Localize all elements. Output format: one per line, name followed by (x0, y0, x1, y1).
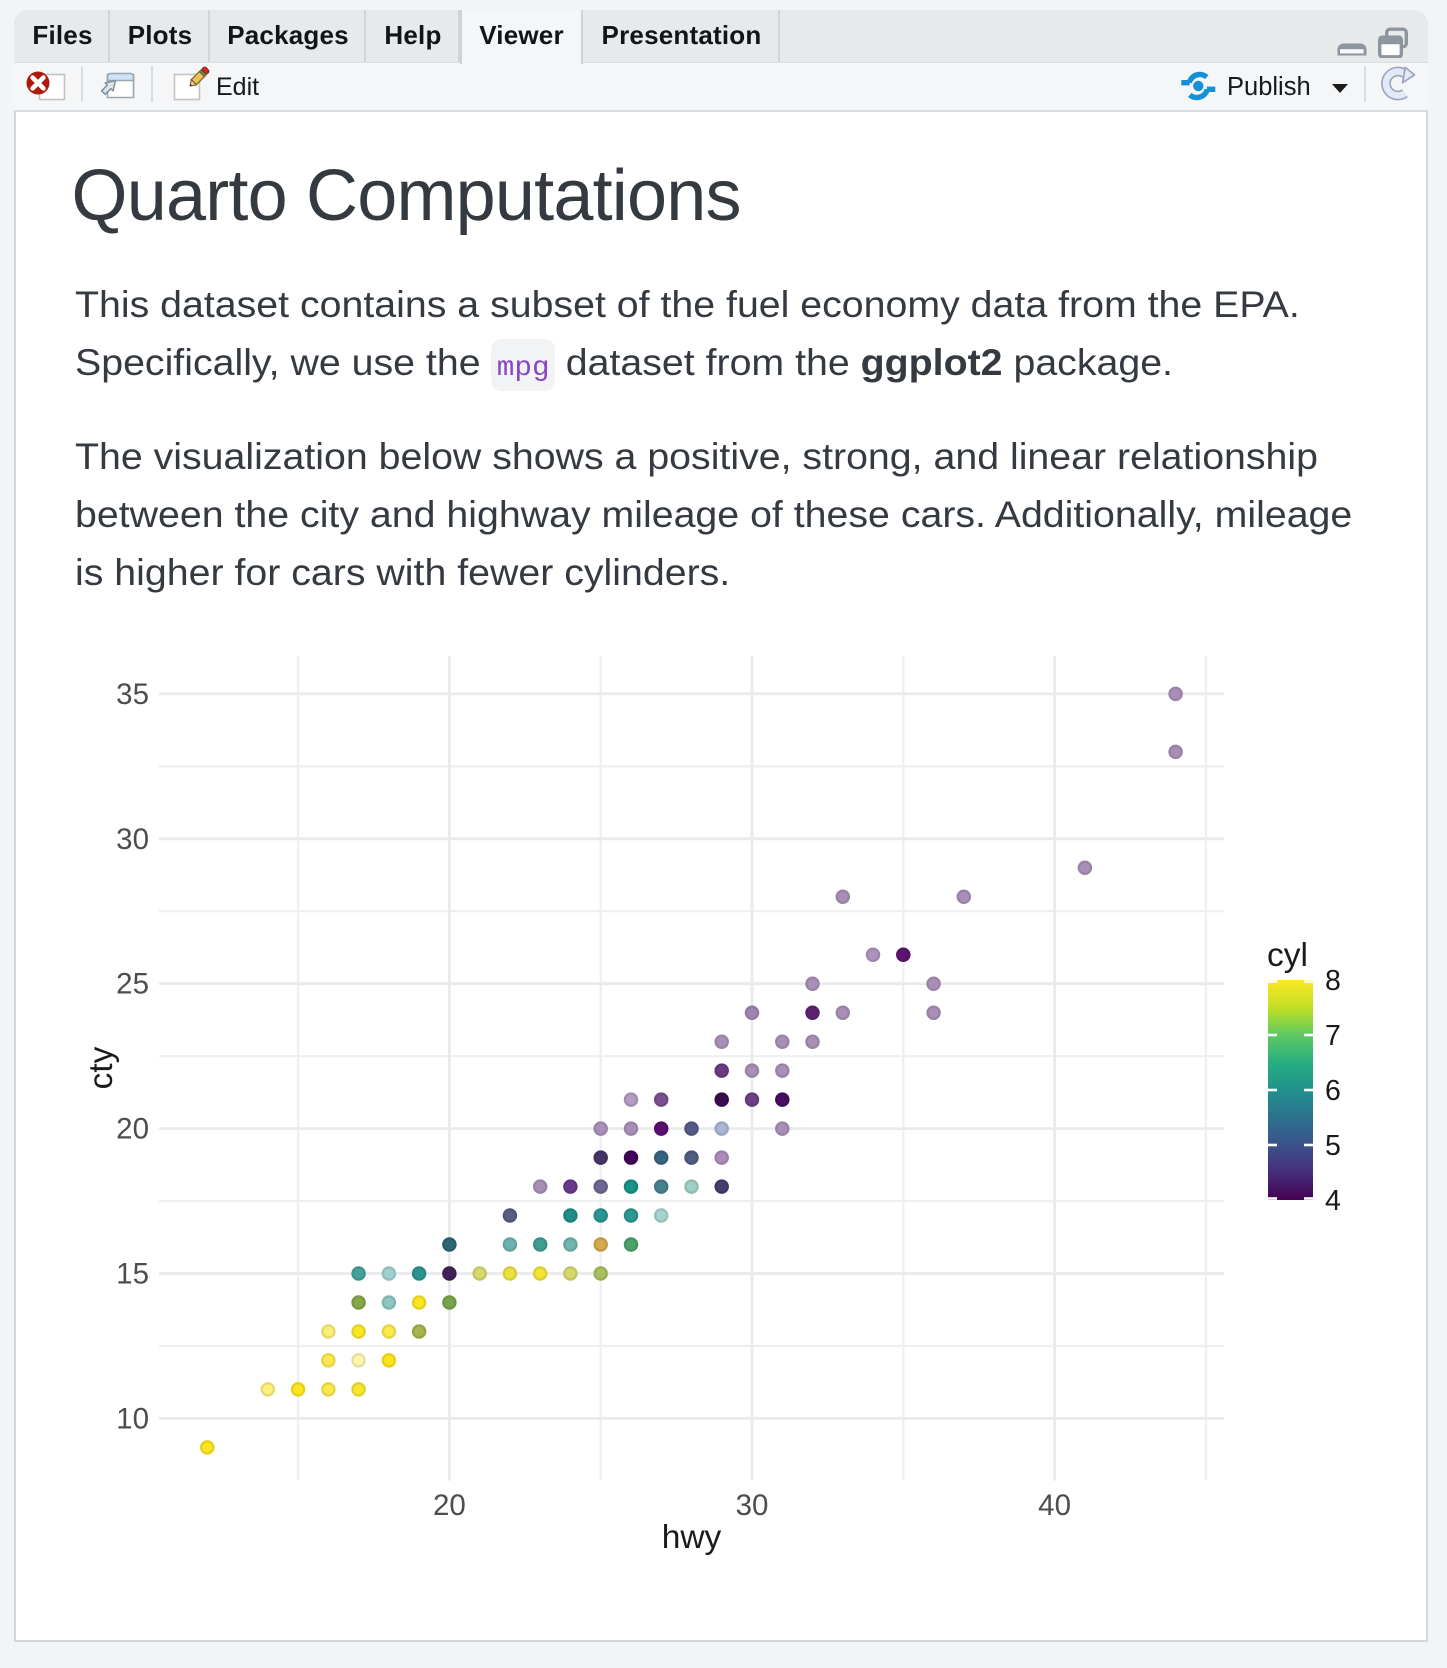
svg-text:8: 8 (1325, 965, 1341, 997)
svg-text:10: 10 (116, 1402, 149, 1435)
svg-text:cyl: cyl (1267, 937, 1308, 974)
svg-text:30: 30 (116, 823, 149, 856)
svg-text:4: 4 (1325, 1185, 1341, 1217)
svg-text:hwy: hwy (662, 1519, 722, 1556)
svg-text:15: 15 (116, 1258, 149, 1291)
svg-text:cty: cty (83, 1046, 120, 1089)
svg-text:5: 5 (1325, 1130, 1341, 1162)
svg-text:7: 7 (1325, 1020, 1341, 1052)
svg-text:30: 30 (736, 1489, 769, 1522)
svg-text:40: 40 (1038, 1489, 1071, 1522)
svg-text:35: 35 (116, 678, 149, 711)
svg-text:20: 20 (433, 1489, 466, 1522)
svg-text:20: 20 (116, 1113, 149, 1146)
svg-text:25: 25 (116, 968, 149, 1001)
svg-text:6: 6 (1325, 1075, 1341, 1107)
